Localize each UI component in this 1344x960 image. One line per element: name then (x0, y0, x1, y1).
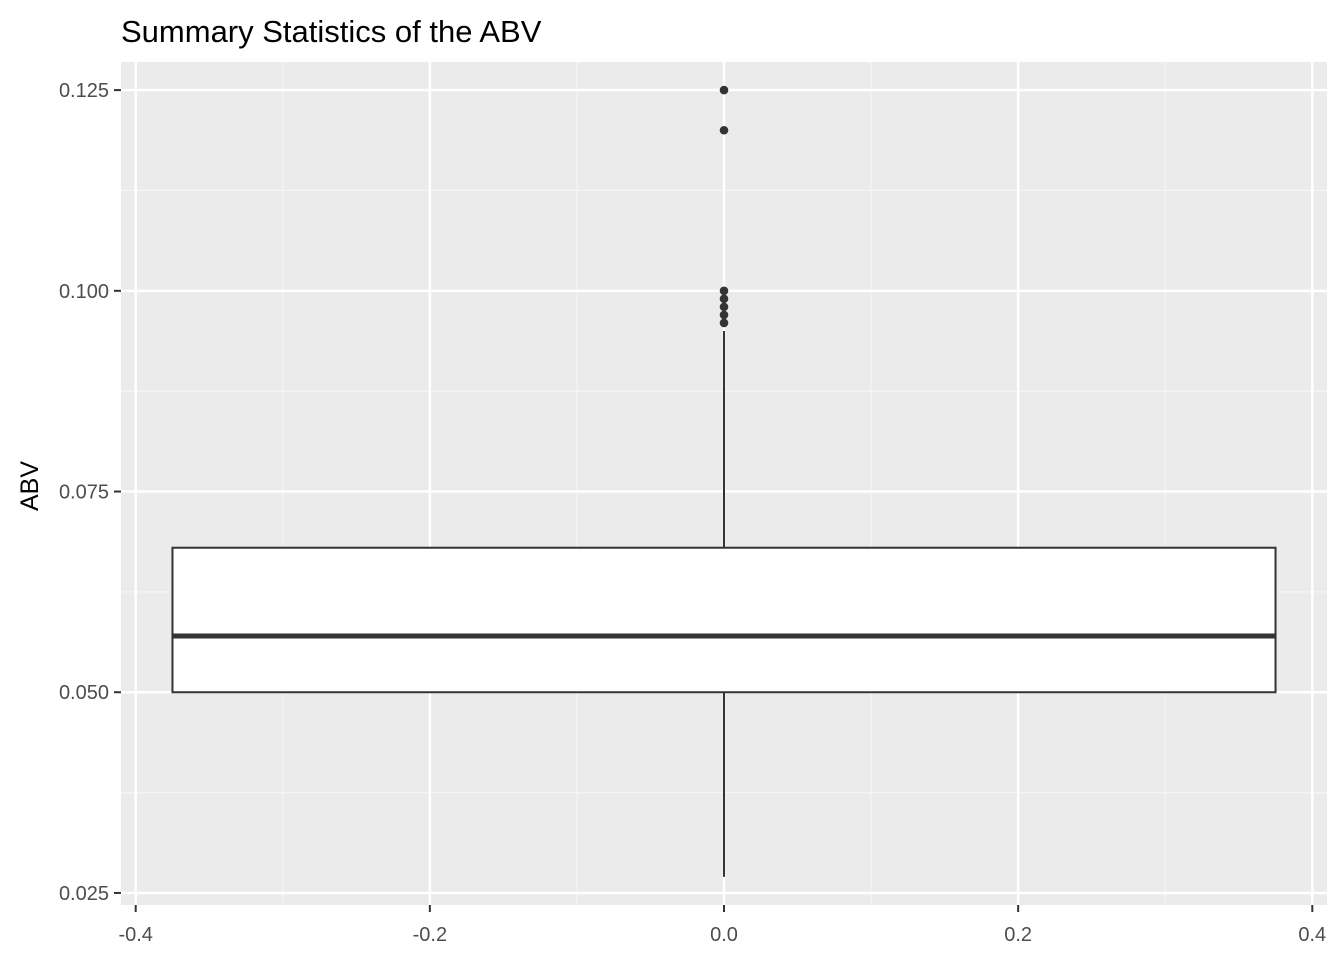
interquartile-box (171, 546, 1277, 694)
outlier-point (719, 294, 729, 304)
y-tick-label: 0.075 (59, 482, 109, 504)
outlier-point (719, 85, 729, 95)
y-axis-title: ABV (16, 461, 44, 511)
outlier-point (719, 302, 729, 312)
x-tick-label: 0.4 (1298, 924, 1326, 946)
y-tick-label: 0.025 (59, 883, 109, 905)
y-tick-label: 0.050 (59, 682, 109, 704)
x-tick-label: 0.2 (1004, 924, 1032, 946)
x-tick-label: 0.0 (710, 924, 738, 946)
outlier-point (719, 286, 729, 296)
boxplot (171, 330, 1277, 877)
y-tick-label: 0.125 (59, 80, 109, 102)
x-tick-label: -0.2 (413, 924, 447, 946)
axes: 0.025 0.050 0.075 0.100 0.125 -0.4 -0.2 0.0 0.2 0… (59, 80, 1326, 946)
chart-title: Summary Statistics of the ABV (121, 14, 542, 49)
x-tick-label: -0.4 (118, 924, 152, 946)
y-tick-label: 0.100 (59, 281, 109, 303)
outlier-point (719, 318, 729, 328)
outlier-points (719, 85, 729, 328)
outlier-point (719, 125, 729, 135)
outlier-point (719, 310, 729, 320)
